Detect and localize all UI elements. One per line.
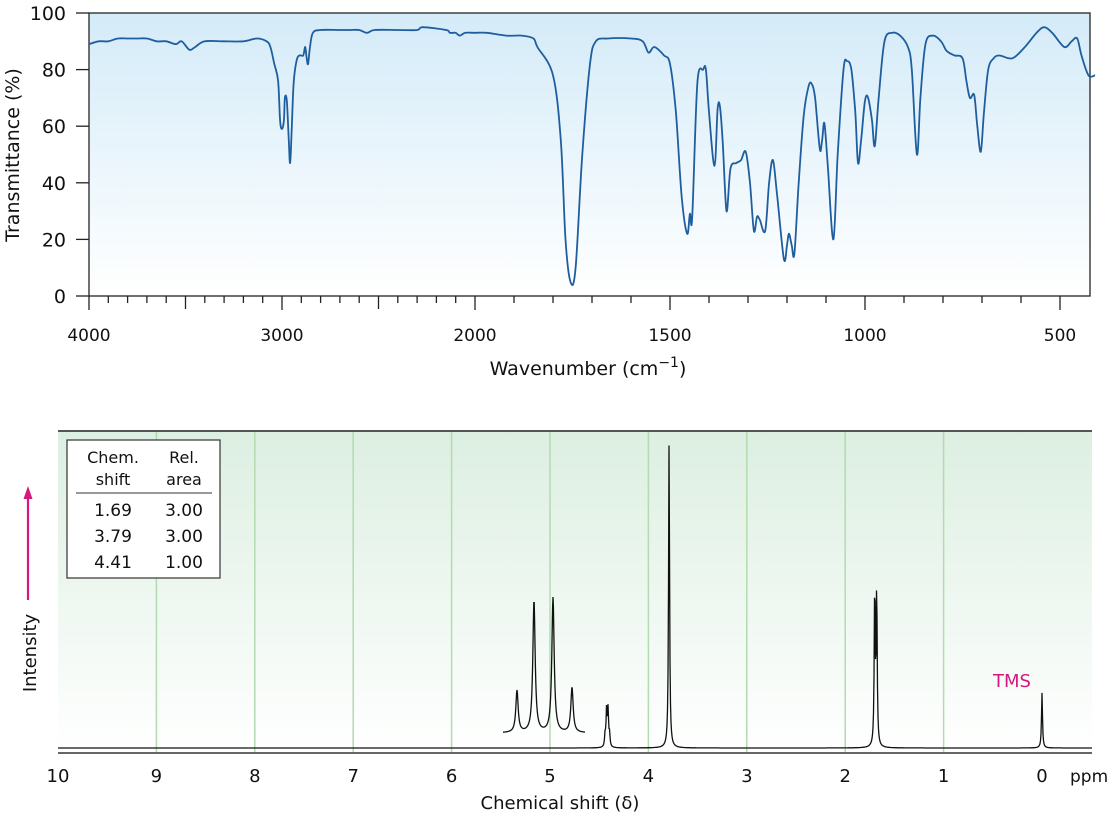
integration-table: Chem. shift Rel. area 1.69 3.00 3.79 3.0…	[66, 439, 221, 579]
ir-plot-area	[88, 12, 1091, 297]
nmr-spectrum-series	[58, 445, 1092, 749]
table-frame	[66, 439, 221, 579]
nmr-x-tick-label: 5	[544, 766, 555, 787]
table-row-1-shift: 1.69	[94, 501, 132, 521]
nmr-x-axis-title: Chemical shift (δ)	[481, 793, 640, 814]
ir-y-tick-label: 60	[42, 116, 66, 138]
nmr-y-axis-title: Intensity	[20, 613, 41, 692]
table-header-area-1: Rel.	[169, 448, 199, 467]
table-row-3-area: 1.00	[165, 553, 203, 573]
ir-x-tick-label: 3000	[260, 326, 303, 346]
nmr-x-tick-label: 2	[839, 766, 850, 787]
table-row-1-area: 3.00	[165, 501, 203, 521]
nmr-x-tick-label: 9	[151, 766, 162, 787]
ir-x-tick-label: 1500	[648, 326, 691, 346]
ir-y-tick-label: 40	[42, 173, 66, 195]
intensity-arrowhead-icon	[23, 486, 33, 499]
nmr-x-tick-label: 6	[446, 766, 457, 787]
table-header-shift-2: shift	[96, 470, 131, 489]
table-row-3-shift: 4.41	[94, 553, 132, 573]
table-header-shift-1: Chem.	[87, 448, 139, 467]
table-row-2-shift: 3.79	[94, 527, 132, 547]
nmr-x-tick-label: 8	[249, 766, 260, 787]
nmr-x-tick-label: 4	[643, 766, 654, 787]
nmr-plot-area	[58, 430, 1092, 752]
nmr-gridlines	[155, 431, 945, 752]
tms-label: TMS	[992, 671, 1031, 692]
ir-y-axis-title: Transmittance (%)	[2, 68, 24, 243]
nmr-x-tick-label: 1	[938, 766, 949, 787]
ir-spectrum-chart: 0 20 40 60 80 100 4000 3000 2000 1500 1000 500 Wave…	[2, 3, 1096, 380]
ir-y-tick-label: 100	[30, 3, 66, 25]
table-header-area-2: area	[166, 470, 202, 489]
ir-x-tick-label: 4000	[67, 326, 110, 346]
table-row-2-area: 3.00	[165, 527, 203, 547]
ir-x-tick-label: 500	[1044, 326, 1076, 346]
ir-x-tick-label: 2000	[453, 326, 496, 346]
nmr-x-tick-label: 10	[47, 766, 70, 787]
nmr-spectrum-chart: 10 9 8 7 6 5 4 3 2 1 0 TMS ppm Chemical shift (δ) …	[20, 430, 1108, 814]
ir-axis-ticks: 0 20 40 60 80 100 4000 3000 2000 1500 1000 500	[30, 3, 1076, 346]
nmr-x-tick-label: 3	[741, 766, 752, 787]
ir-transmittance-series	[88, 26, 1096, 286]
ppm-unit-label: ppm	[1070, 767, 1108, 787]
nmr-axis-ticks: 10 9 8 7 6 5 4 3 2 1 0	[47, 766, 1048, 787]
nmr-inset-quartet-expansion	[503, 596, 585, 733]
ir-y-tick-label: 0	[54, 286, 66, 308]
ir-x-axis-title: Wavenumber (cm−1)	[490, 355, 687, 380]
ir-x-tick-label: 1000	[843, 326, 886, 346]
ir-y-tick-label: 80	[42, 60, 66, 82]
ir-y-tick-label: 20	[42, 229, 66, 251]
nmr-x-tick-label: 7	[347, 766, 358, 787]
nmr-x-tick-label: 0	[1036, 766, 1047, 787]
